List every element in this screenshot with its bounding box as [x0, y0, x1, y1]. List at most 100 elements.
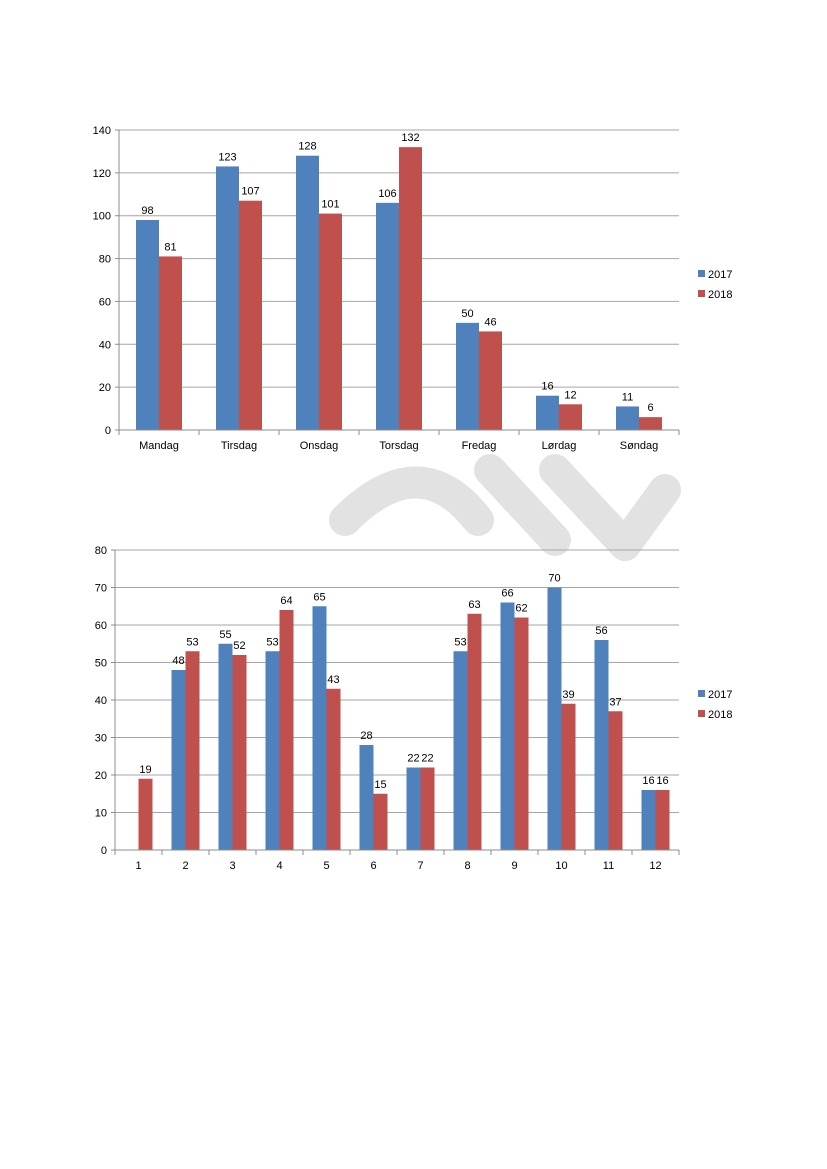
x-tick-label: 7: [417, 860, 423, 872]
y-tick-label: 20: [95, 770, 107, 782]
watermark-stroke: [474, 454, 571, 556]
bar-2018: [138, 778, 153, 850]
bar-2017: [536, 395, 559, 430]
bar-value-label: 128: [298, 141, 316, 153]
legend-swatch-2018: [698, 290, 705, 297]
x-tick-label: Fredag: [462, 440, 497, 452]
x-tick-label: 2: [182, 860, 188, 872]
bars: [138, 587, 670, 850]
y-tick-label: 0: [101, 845, 107, 857]
y-tick-label: 20: [99, 382, 111, 394]
y-tick-label: 80: [95, 545, 107, 557]
bar-value-label: 52: [233, 640, 245, 652]
bar-2018: [399, 147, 422, 430]
bar-value-label: 28: [360, 730, 372, 742]
bar-2017: [406, 767, 421, 850]
watermark-stroke: [539, 454, 641, 561]
legend-label: 2017: [708, 689, 732, 701]
bar-2018: [655, 790, 670, 850]
x-axis: Mandag Tirsdag Onsdag Torsdag Fredag Lørdag Sø…: [118, 429, 680, 452]
x-tick-label: 6: [370, 860, 376, 872]
legend-label: 2018: [708, 709, 732, 721]
y-tick-label: 80: [99, 254, 111, 266]
x-tick-label: 8: [464, 860, 470, 872]
bar-value-label: 64: [280, 595, 292, 607]
bar-2017: [312, 606, 327, 850]
bar-value-label: 62: [515, 603, 527, 615]
bar-2017: [359, 745, 374, 850]
y-tick-label: 40: [99, 339, 111, 351]
x-tick-label: 10: [555, 860, 567, 872]
bar-2018: [239, 200, 262, 430]
bar-2017: [171, 670, 186, 850]
bar-2017: [218, 643, 233, 850]
y-axis: 0 20 40 60 80 100 120 140: [93, 125, 120, 437]
bar-2018: [232, 655, 247, 850]
bar-2018: [159, 256, 182, 430]
x-tick-label: 12: [649, 860, 661, 872]
bar-2017: [265, 651, 280, 850]
legend: 2017 2018: [698, 689, 732, 721]
bar-2017: [453, 651, 468, 850]
y-tick-label: 30: [95, 733, 107, 745]
weekday-bar-chart: 0 20 40 60 80 100 120 140 98 81 123 107 128 101 106 13…: [93, 125, 733, 452]
bar-value-label: 53: [266, 636, 278, 648]
bar-2018: [639, 417, 662, 430]
x-tick-label: 3: [229, 860, 235, 872]
bar-2018: [608, 711, 623, 850]
bar-2017: [641, 790, 656, 850]
x-tick-label: Tirsdag: [221, 440, 257, 452]
bar-value-label: 81: [164, 241, 176, 253]
bar-value-label: 123: [218, 151, 236, 163]
y-tick-label: 70: [95, 583, 107, 595]
y-tick-label: 60: [99, 296, 111, 308]
bar-2017: [616, 406, 639, 430]
y-tick-label: 120: [93, 168, 111, 180]
bar-value-label: 15: [374, 779, 386, 791]
x-tick-label: Søndag: [620, 440, 659, 452]
bar-2017: [136, 220, 159, 430]
bar-2018: [479, 331, 502, 430]
bar-value-label: 16: [656, 775, 668, 787]
x-tick-label: Lørdag: [542, 440, 577, 452]
y-tick-label: 100: [93, 211, 111, 223]
x-tick-label: Mandag: [139, 440, 179, 452]
bar-value-label: 63: [468, 599, 480, 611]
bar-2018: [185, 651, 200, 850]
x-tick-label: Torsdag: [379, 440, 418, 452]
bar-2018: [326, 688, 341, 850]
y-tick-label: 40: [95, 695, 107, 707]
bar-value-label: 22: [421, 753, 433, 765]
bar-2017: [594, 640, 609, 850]
legend-label: 2018: [708, 289, 732, 301]
bars: [136, 147, 662, 430]
y-tick-label: 50: [95, 658, 107, 670]
bar-value-label: 107: [241, 186, 259, 198]
x-axis: 1 2 3 4 5 6 7 8 9 10 11 12: [114, 849, 680, 872]
bar-value-label: 132: [401, 132, 419, 144]
x-tick-label: 4: [276, 860, 282, 872]
bar-value-label: 16: [541, 381, 553, 393]
bar-2018: [559, 404, 582, 430]
bar-value-label: 43: [327, 674, 339, 686]
bar-value-label: 101: [321, 199, 339, 211]
bar-2018: [467, 613, 482, 850]
y-axis: 0 10 20 30 40 50 60 70 80: [95, 545, 116, 857]
x-tick-label: 5: [323, 860, 329, 872]
bar-2018: [319, 213, 342, 430]
bar-value-label: 16: [642, 775, 654, 787]
y-tick-label: 0: [105, 425, 111, 437]
legend-swatch-2017: [698, 270, 705, 277]
bar-2017: [500, 602, 515, 850]
watermark-stroke: [329, 466, 494, 536]
bar-2018: [561, 703, 576, 850]
bar-value-label: 53: [186, 636, 198, 648]
bar-2018: [279, 610, 294, 850]
bar-2018: [514, 617, 529, 850]
bar-2018: [420, 767, 435, 850]
bar-2017: [216, 166, 239, 430]
x-tick-label: 11: [603, 860, 614, 872]
bar-value-label: 11: [622, 391, 633, 403]
bar-value-label: 66: [501, 588, 513, 600]
